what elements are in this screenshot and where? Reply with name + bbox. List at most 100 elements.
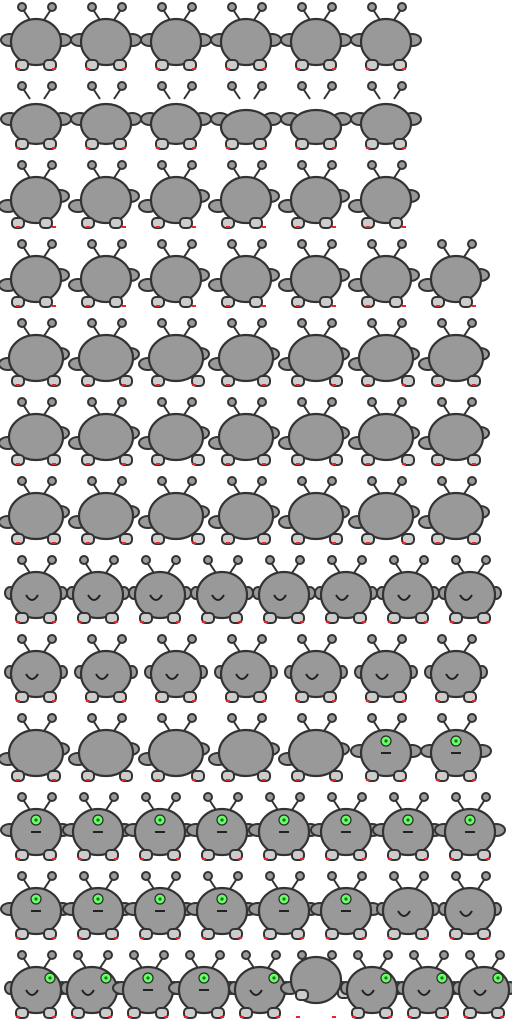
- alien-creature-icon: [62, 871, 134, 940]
- alien-creature-icon: [418, 476, 490, 545]
- alien-creature-icon: [68, 397, 140, 466]
- alien-creature-icon: [138, 397, 210, 466]
- sprite-frame: [434, 555, 506, 631]
- body-mark-icon: [273, 594, 287, 601]
- alien-creature-icon: [376, 871, 440, 940]
- sprite-frame: [208, 397, 282, 473]
- sprite-frame: [348, 239, 422, 315]
- sprite-frame: [62, 792, 134, 868]
- sprite-frame: [278, 239, 352, 315]
- sprite-frame: [68, 239, 142, 315]
- alien-creature-icon: [70, 81, 142, 150]
- alien-creature-icon: [4, 634, 68, 703]
- sprite-frame: [418, 239, 492, 315]
- sprite-frame: [348, 397, 422, 473]
- alien-creature-icon: [452, 950, 512, 1019]
- alien-creature-icon: [144, 634, 208, 703]
- alien-creature-icon: [278, 160, 350, 229]
- sprite-frame: [138, 713, 212, 789]
- sprite-frame: [0, 2, 72, 78]
- body-mark-icon: [25, 673, 39, 680]
- body-mark-icon: [235, 673, 249, 680]
- sprite-frame: [208, 476, 282, 552]
- body-mark-icon: [211, 594, 225, 601]
- alien-creature-icon: [278, 476, 350, 545]
- body-mark-icon: [417, 989, 431, 996]
- sprite-frame: [68, 318, 142, 394]
- body-mark-icon: [305, 673, 319, 680]
- alien-creature-icon: [68, 160, 140, 229]
- sprite-frame: [0, 950, 72, 1026]
- sprite-frame: [448, 950, 512, 1026]
- alien-creature-icon: [434, 792, 506, 861]
- body-mark-icon: [375, 673, 389, 680]
- body-mark-icon: [25, 594, 39, 601]
- alien-creature-icon: [0, 160, 70, 229]
- alien-creature-icon: [418, 239, 490, 308]
- sprite-frame: [280, 950, 352, 1026]
- sprite-frame: [62, 555, 134, 631]
- sprite-frame: [0, 634, 72, 710]
- alien-creature-icon: [418, 318, 490, 387]
- sprite-frame: [208, 160, 282, 236]
- alien-creature-icon: [68, 713, 140, 782]
- alien-creature-icon: [68, 318, 140, 387]
- alien-creature-icon: [350, 81, 422, 150]
- alien-creature-icon: [354, 634, 418, 703]
- body-mark-icon: [445, 673, 459, 680]
- alien-creature-icon: [350, 713, 422, 782]
- alien-creature-icon: [0, 2, 72, 71]
- body-mark-icon: [361, 989, 375, 996]
- body-mark-icon: [459, 910, 473, 917]
- sprite-frame: [210, 2, 282, 78]
- sprite-frame: [280, 634, 352, 710]
- sprite-frame: [0, 871, 72, 947]
- alien-creature-icon: [284, 634, 348, 703]
- sprite-frame: [0, 713, 72, 789]
- sprite-frame: [186, 555, 258, 631]
- alien-creature-icon: [208, 160, 280, 229]
- alien-creature-icon: [248, 871, 320, 940]
- body-mark-icon: [81, 989, 95, 996]
- sprite-frame: [70, 2, 142, 78]
- alien-creature-icon: [310, 792, 382, 861]
- sprite-frame: [68, 713, 142, 789]
- alien-creature-icon: [70, 2, 142, 71]
- sprite-frame: [350, 2, 422, 78]
- sprite-frame: [420, 713, 492, 789]
- sprite-frame: [434, 871, 506, 947]
- sprite-frame: [138, 160, 212, 236]
- body-mark-icon: [397, 910, 411, 917]
- alien-creature-icon: [208, 397, 280, 466]
- alien-creature-icon: [420, 713, 492, 782]
- sprite-frame: [418, 476, 492, 552]
- sprite-frame: [280, 81, 352, 157]
- alien-creature-icon: [0, 713, 70, 782]
- alien-creature-icon: [0, 239, 70, 308]
- sprite-frame: [350, 713, 422, 789]
- sprite-frame: [138, 397, 212, 473]
- alien-creature-icon: [350, 2, 422, 71]
- body-mark-icon: [149, 594, 163, 601]
- sprite-frame: [68, 476, 142, 552]
- sprite-frame: [140, 2, 212, 78]
- sprite-frame: [0, 160, 72, 236]
- body-mark-icon: [397, 594, 411, 601]
- alien-creature-icon: [0, 871, 72, 940]
- body-mark-icon: [25, 989, 39, 996]
- alien-creature-icon: [278, 397, 350, 466]
- alien-creature-icon: [140, 2, 212, 71]
- sprite-frame: [0, 476, 72, 552]
- alien-creature-icon: [348, 318, 420, 387]
- sprite-frame: [68, 397, 142, 473]
- alien-creature-icon: [208, 476, 280, 545]
- sprite-frame: [310, 871, 382, 947]
- sprite-frame: [310, 555, 382, 631]
- alien-creature-icon: [190, 555, 254, 624]
- sprite-frame: [348, 318, 422, 394]
- alien-creature-icon: [438, 871, 502, 940]
- sprite-frame: [0, 318, 72, 394]
- sprite-frame: [140, 81, 212, 157]
- alien-creature-icon: [140, 81, 212, 150]
- alien-creature-icon: [228, 950, 292, 1019]
